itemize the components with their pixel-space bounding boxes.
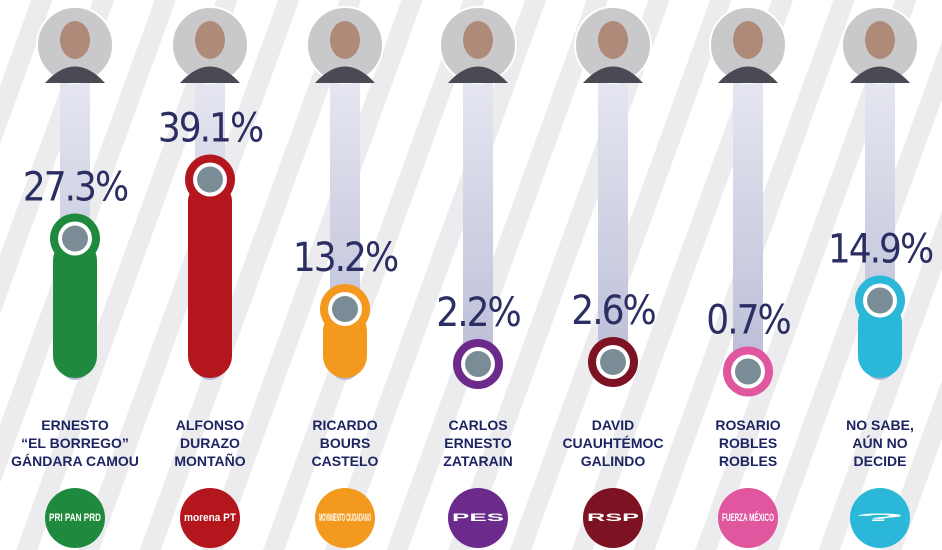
value-label: 14.9% [828, 227, 933, 273]
value-label: 13.2% [293, 235, 398, 281]
party-logo-text: morena PT [184, 512, 236, 524]
category-label: CARLOS [448, 417, 507, 433]
category-label: RICARDO [312, 417, 377, 433]
knob-center [332, 296, 358, 322]
category-label: GALINDO [581, 453, 646, 469]
photo-face [598, 21, 628, 59]
photo-face [733, 21, 763, 59]
party-logo-text: PES [452, 512, 504, 524]
photo-face [60, 21, 90, 59]
category-label: ZATARAIN [443, 453, 512, 469]
knob-center [62, 226, 88, 252]
category-label: CASTELO [312, 453, 379, 469]
value-label: 2.2% [436, 290, 520, 336]
party-logo-text: FUERZA MÉXICO [722, 511, 774, 524]
category-label: NO SABE, [846, 417, 914, 433]
category-label: ROBLES [719, 435, 777, 451]
knob-center [197, 167, 223, 193]
category-label: MONTAÑO [174, 452, 245, 469]
photo-face [195, 21, 225, 59]
bar [188, 180, 232, 379]
category-label: DAVID [592, 417, 635, 433]
party-logo-text: RSP [587, 512, 639, 524]
category-label: ERNESTO [444, 435, 512, 451]
category-label: ROSARIO [715, 417, 780, 433]
party-logo-text: MOVIMIENTO CIUDADANO [319, 512, 371, 524]
category-label: ALFONSO [176, 417, 245, 433]
value-label: 0.7% [706, 298, 790, 344]
photo-face [865, 21, 895, 59]
category-label: DURAZO [180, 435, 240, 451]
category-label: CUAUHTÉMOC [562, 435, 663, 451]
page: 27.3% ERNESTO “EL BORREGO” GÁNDARA CAMOU PRI… [0, 0, 942, 550]
category-label: BOURS [320, 435, 371, 451]
photo-face [463, 21, 493, 59]
value-label: 27.3% [23, 165, 128, 211]
photo-face [330, 21, 360, 59]
party-logo-text: PRI PAN PRD [49, 512, 101, 524]
party-logo-text: ? [854, 512, 908, 524]
chart: 27.3% ERNESTO “EL BORREGO” GÁNDARA CAMOU PRI… [0, 0, 942, 550]
knob-center [600, 349, 626, 375]
category-label: GÁNDARA CAMOU [11, 453, 139, 469]
knob-center [735, 359, 761, 385]
knob-center [465, 351, 491, 377]
category-label: ROBLES [719, 453, 777, 469]
category-label: ERNESTO [41, 417, 109, 433]
category-label: AÚN NO [852, 434, 907, 451]
knob-center [867, 288, 893, 314]
category-label: “EL BORREGO” [21, 435, 129, 451]
value-label: 2.6% [571, 288, 655, 334]
category-label: DECIDE [854, 453, 907, 469]
value-label: 39.1% [158, 106, 263, 152]
